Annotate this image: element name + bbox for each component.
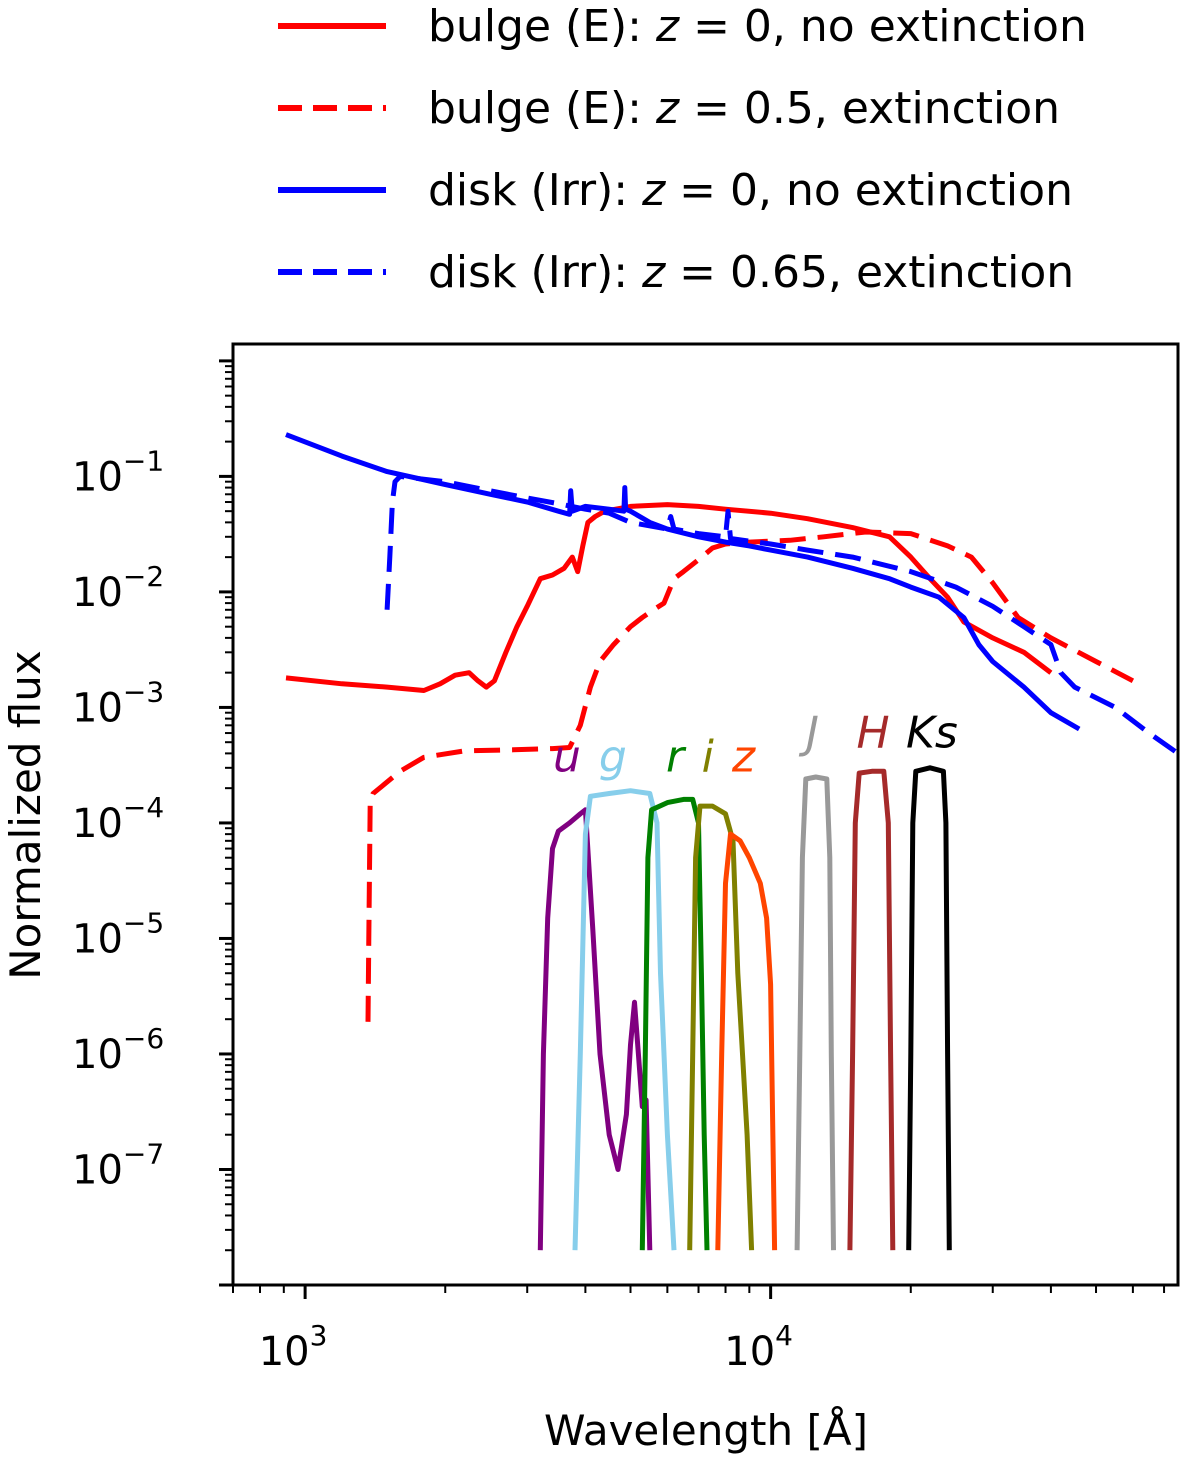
y-tick-label: 10−3 <box>72 675 164 731</box>
y-axis-label: Normalized flux <box>1 650 50 979</box>
x-tick-label: 104 <box>724 1319 793 1375</box>
x-tick-label: 103 <box>259 1319 328 1375</box>
filter-curve-z <box>715 831 778 1251</box>
legend-label-1: bulge (E): z = 0, no extinction <box>428 1 1087 52</box>
y-axis: 10−1 10−2 10−3 10−4 10−5 10−6 10−7 <box>72 359 233 1287</box>
y-tick-label: 10−5 <box>72 906 164 962</box>
series-line-2 <box>365 529 1135 1022</box>
filter-curve-H <box>847 768 896 1251</box>
legend-label-4: disk (Irr): z = 0.65, extinction <box>428 247 1074 298</box>
y-tick-label: 10−7 <box>72 1137 164 1193</box>
series-line-3 <box>285 432 1081 732</box>
x-axis: 103 104 <box>232 1285 1166 1375</box>
legend-label-2: bulge (E): z = 0.5, extinction <box>428 83 1060 134</box>
y-tick-label: 10−6 <box>72 1022 164 1078</box>
axes-frame <box>231 342 1180 1287</box>
legend: bulge (E): z = 0, no extinction bulge (E)… <box>278 1 1087 298</box>
legend-item-2: bulge (E): z = 0.5, extinction <box>278 83 1060 134</box>
plot-area <box>285 432 1178 1251</box>
legend-item-4: disk (Irr): z = 0.65, extinction <box>278 247 1074 298</box>
x-axis-label: Wavelength [Å] <box>544 1405 868 1455</box>
band-label-J: J <box>798 708 819 759</box>
filter-curve-J <box>794 774 836 1251</box>
band-label-u: u <box>553 731 581 782</box>
y-tick-label: 10−1 <box>72 444 164 500</box>
band-label-z: z <box>731 731 756 782</box>
filter-curve-r <box>639 796 710 1251</box>
band-label-H: H <box>857 708 890 759</box>
y-tick-label: 10−2 <box>72 560 164 616</box>
legend-item-1: bulge (E): z = 0, no extinction <box>278 1 1087 52</box>
legend-item-3: disk (Irr): z = 0, no extinction <box>278 165 1073 216</box>
series-line-4 <box>384 473 1178 756</box>
legend-label-3: disk (Irr): z = 0, no extinction <box>428 165 1073 216</box>
filter-curve-g <box>572 788 677 1251</box>
filter-curve-i <box>687 803 755 1251</box>
band-label-i: i <box>702 731 715 782</box>
y-tick-label: 10−4 <box>72 791 164 847</box>
filter-curve-Ks <box>906 765 952 1251</box>
filter-curve-u <box>537 807 653 1251</box>
band-label-g: g <box>599 731 627 782</box>
band-label-Ks: Ks <box>906 708 958 759</box>
series-line-1 <box>285 502 1053 693</box>
band-label-r: r <box>666 731 687 782</box>
